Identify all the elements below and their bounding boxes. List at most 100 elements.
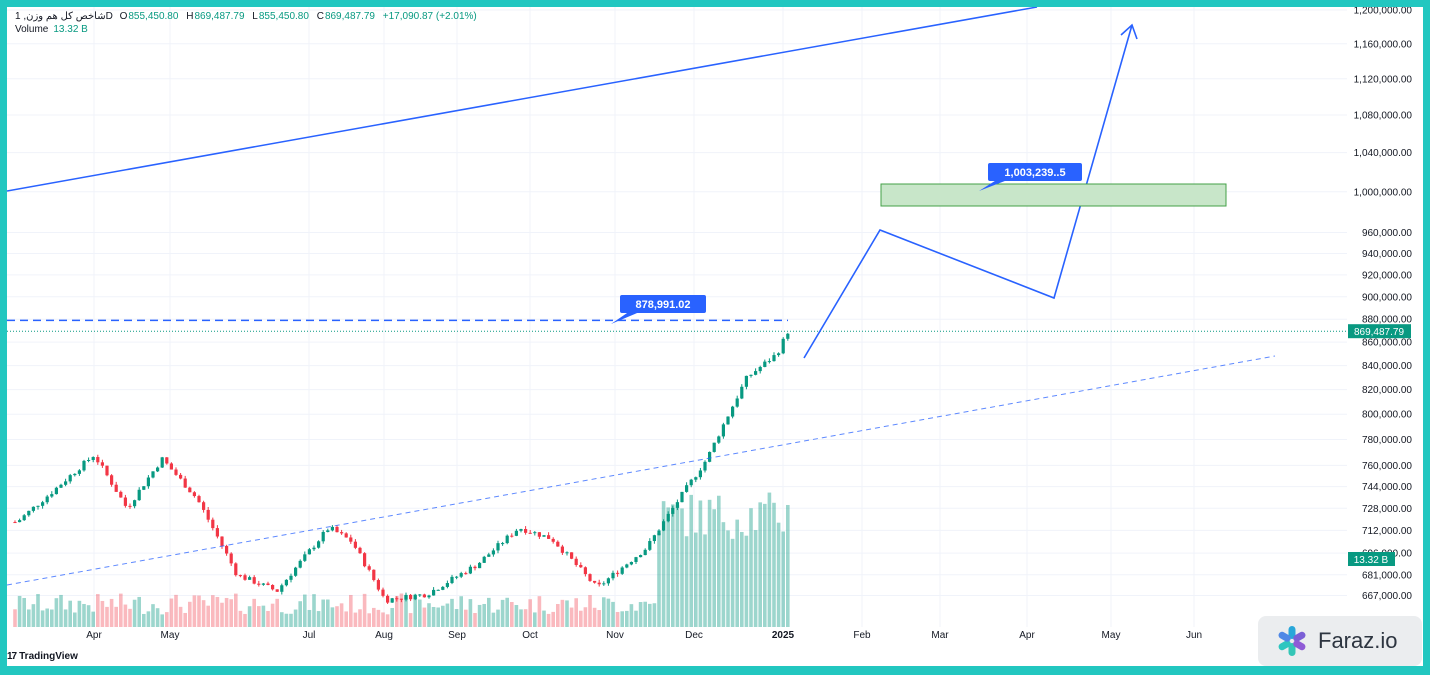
candles <box>13 332 790 604</box>
candle-body <box>643 549 647 556</box>
y-tick-label: 900,000.00 <box>1362 292 1412 303</box>
volume-bar <box>40 610 45 627</box>
volume-bar <box>611 601 615 627</box>
candle-body <box>749 374 753 376</box>
candle-body <box>358 547 362 554</box>
volume-bar <box>454 609 459 627</box>
candle-body <box>588 574 592 581</box>
candle-body <box>639 555 643 558</box>
volume-bar <box>326 599 330 627</box>
volume-bar <box>749 508 753 627</box>
volume-bar <box>675 505 680 627</box>
volume-bar <box>376 609 381 627</box>
volume-bar <box>546 613 551 627</box>
level-callout: 878,991.02 <box>611 295 706 324</box>
volume-bar <box>583 607 588 627</box>
volume-bar <box>266 610 270 627</box>
candle-body <box>657 530 661 536</box>
candle-body <box>662 521 666 531</box>
volume-bar <box>514 605 519 627</box>
volume-bar <box>54 598 59 627</box>
volume-bar <box>496 609 500 627</box>
volume-bar <box>367 613 371 627</box>
candle-body <box>482 556 486 563</box>
candle-body <box>326 530 330 532</box>
y-tick-label: 728,000.00 <box>1362 504 1412 515</box>
volume-bar <box>174 594 178 627</box>
candle-body <box>717 436 721 443</box>
y-tick-label: 800,000.00 <box>1362 410 1412 421</box>
volume-badge-text: 13.32 B <box>1354 555 1389 566</box>
volume-bar <box>468 599 473 627</box>
volume-bar <box>707 499 712 627</box>
volume-bar <box>100 600 105 627</box>
volume-bar <box>721 522 726 627</box>
y-tick-label: 712,000.00 <box>1362 526 1412 537</box>
y-tick-label: 820,000.00 <box>1362 385 1412 396</box>
last-price-badge: 869,487.79 <box>1348 324 1411 339</box>
tradingview-logo-icon: 17 <box>7 651 17 662</box>
volume-bar <box>321 599 325 627</box>
volume-bar <box>50 609 54 627</box>
candle-body <box>220 536 224 546</box>
volume-value: 13.32 B <box>53 24 88 35</box>
volume-bar <box>491 612 496 627</box>
volume-bar <box>22 597 26 627</box>
volume-bar <box>698 500 703 627</box>
brand-badge: Faraz.io <box>1258 616 1422 666</box>
candle-body <box>317 541 321 548</box>
candle-body <box>197 496 201 503</box>
candle-body <box>478 562 482 569</box>
chart-canvas[interactable]: 1,200,000.00 1,160,000.00 1,120,000.00 1,08… <box>7 7 1423 666</box>
candle-body <box>758 366 762 372</box>
volume-bar <box>758 502 762 627</box>
candle-body <box>570 552 574 559</box>
x-tick-label: Nov <box>606 630 624 641</box>
candle-body <box>248 577 252 580</box>
volume-bar <box>661 501 666 627</box>
candle-body <box>450 576 454 584</box>
target-zone <box>880 183 1227 207</box>
x-tick-label: 2025 <box>772 630 795 641</box>
candle-body <box>165 457 169 464</box>
volume-bar <box>289 613 293 627</box>
volume-bar <box>395 596 399 627</box>
volume-bar <box>441 605 445 627</box>
volume-bar <box>270 603 275 627</box>
candle-body <box>303 554 307 561</box>
volume-bar <box>579 610 583 627</box>
volume-bar <box>408 613 413 627</box>
candle-body <box>192 492 196 497</box>
volume-bar <box>689 494 693 627</box>
high-value: 869,487.79 <box>194 11 245 22</box>
candle-body <box>59 484 63 488</box>
candle-body <box>441 586 445 590</box>
volume-bar <box>712 509 716 627</box>
volume-bar <box>381 612 385 627</box>
volume-bar <box>776 522 781 627</box>
candle-body <box>731 406 735 417</box>
candle-body <box>694 477 698 480</box>
candle-body <box>294 567 298 576</box>
volume-bar <box>781 531 785 627</box>
y-tick-label: 1,080,000.00 <box>1354 111 1413 122</box>
candle-body <box>629 561 633 565</box>
volume-bar <box>620 611 624 627</box>
candle-body <box>597 582 601 585</box>
volume-bar <box>473 612 477 627</box>
volume-bar <box>234 593 238 627</box>
candle-body <box>611 572 615 579</box>
candle-body <box>169 463 173 470</box>
low-label: L <box>252 11 258 22</box>
volume-bar <box>730 538 735 627</box>
candle-body <box>514 530 518 536</box>
candle-body <box>468 566 472 574</box>
x-tick-label: Apr <box>86 630 102 641</box>
candle-body <box>533 532 537 534</box>
candle-body <box>211 519 215 529</box>
candle-body <box>547 535 551 539</box>
candle-body <box>312 547 316 550</box>
candle-body <box>556 541 560 547</box>
volume-bar <box>431 606 436 627</box>
volume-bar <box>726 530 730 627</box>
